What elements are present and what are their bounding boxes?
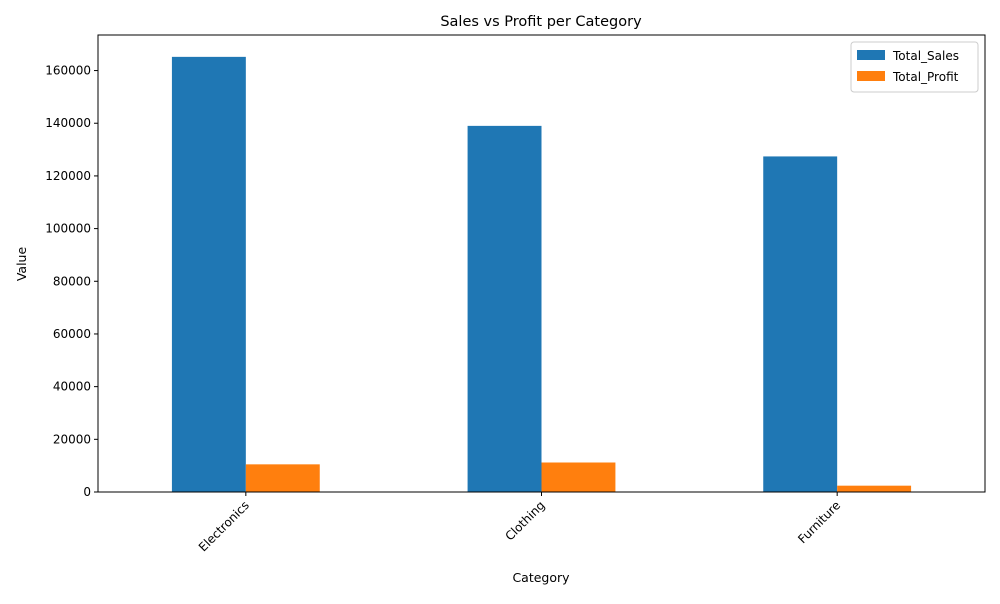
y-tick-label: 80000 — [53, 274, 91, 288]
legend-label: Total_Sales — [892, 49, 959, 63]
y-tick-label: 20000 — [53, 432, 91, 446]
y-axis-label: Value — [14, 247, 29, 282]
bar-total-sales-electronics — [171, 56, 246, 493]
bar-total-profit-clothing — [541, 462, 616, 492]
x-tick-label: Electronics — [196, 498, 252, 554]
legend-label: Total_Profit — [892, 70, 959, 84]
y-tick-label: 0 — [83, 485, 91, 499]
bar-total-profit-electronics — [245, 464, 320, 492]
bar-total-sales-furniture — [763, 156, 838, 492]
y-tick-label: 120000 — [45, 169, 91, 183]
legend-swatch — [857, 71, 885, 81]
y-tick-label: 60000 — [53, 327, 91, 341]
legend-swatch — [857, 50, 885, 60]
x-tick-label: Clothing — [502, 498, 547, 543]
x-axis: Electronics Clothing Furniture — [196, 492, 843, 554]
bars-layer — [171, 56, 912, 493]
y-tick-label: 140000 — [45, 116, 91, 130]
bar-total-sales-clothing — [467, 125, 542, 492]
y-tick-label: 40000 — [53, 380, 91, 394]
bar-total-profit-furniture — [837, 485, 912, 492]
legend: Total_Sales Total_Profit — [850, 41, 979, 93]
chart-title: Sales vs Profit per Category — [440, 14, 642, 30]
y-tick-label: 160000 — [45, 64, 91, 78]
y-axis: 0 20000 40000 60000 80000 100000 120000 140000 1… — [45, 64, 98, 499]
x-axis-label: Category — [512, 570, 570, 585]
x-tick-label: Furniture — [795, 498, 843, 546]
y-tick-label: 100000 — [45, 222, 91, 236]
